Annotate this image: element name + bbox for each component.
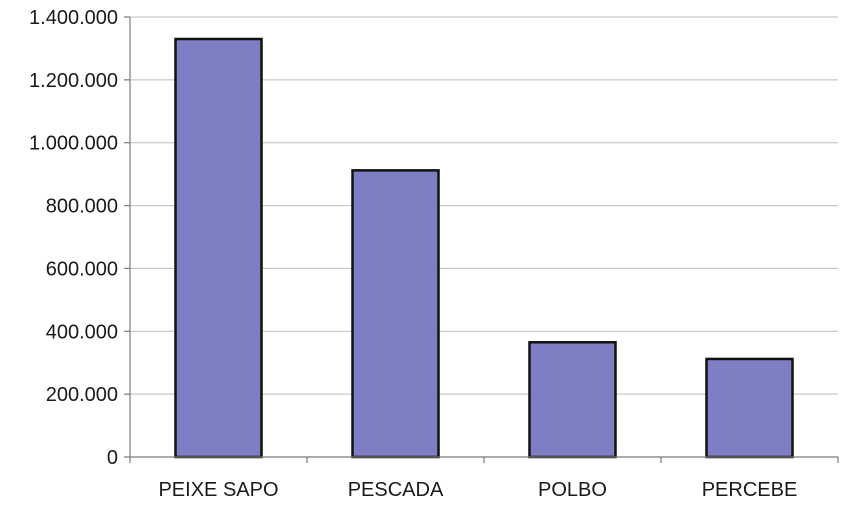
- axes: [124, 16, 839, 463]
- bar-polbo: [528, 341, 617, 459]
- x-tick-label: PESCADA: [348, 479, 444, 501]
- bar-pescada: [351, 169, 440, 459]
- y-tick-label: 600.000: [46, 258, 118, 280]
- x-tick-label: PEIXE SAPO: [158, 479, 278, 501]
- tick-labels: 0 200.000 400.000 600.000 800.000 1.000.000 1.…: [29, 7, 797, 501]
- y-tick-label: 1.400.000: [29, 7, 118, 29]
- x-tick-label: POLBO: [538, 479, 607, 501]
- bar-peixe-sapo: [174, 37, 263, 459]
- x-tick-label: PERCEBE: [702, 479, 798, 501]
- y-tick-label: 400.000: [46, 321, 118, 343]
- y-tick-label: 1.000.000: [29, 133, 118, 155]
- y-tick-label: 200.000: [46, 384, 118, 406]
- y-tick-label: 800.000: [46, 196, 118, 218]
- bar-percebe: [705, 357, 794, 459]
- y-tick-label: 0: [107, 447, 118, 469]
- y-tick-label: 1.200.000: [29, 70, 118, 92]
